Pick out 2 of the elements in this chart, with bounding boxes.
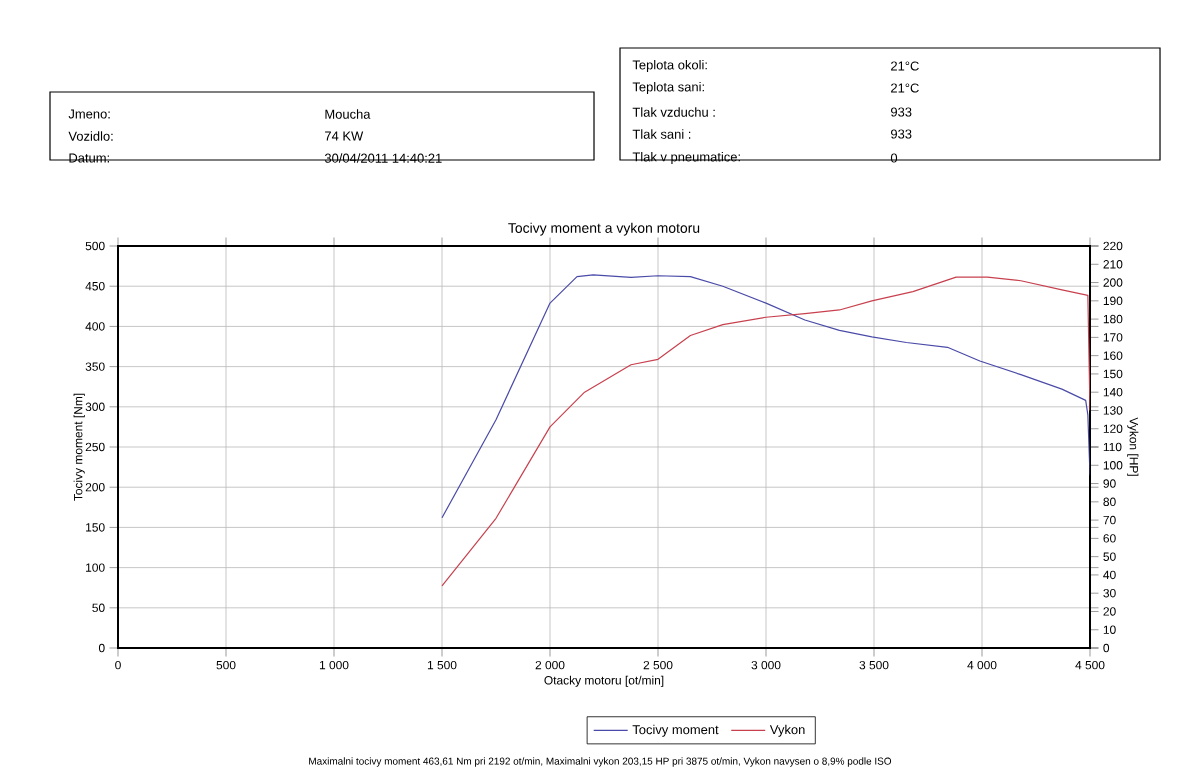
line-series	[441, 276, 1091, 587]
line-series	[441, 274, 1091, 519]
